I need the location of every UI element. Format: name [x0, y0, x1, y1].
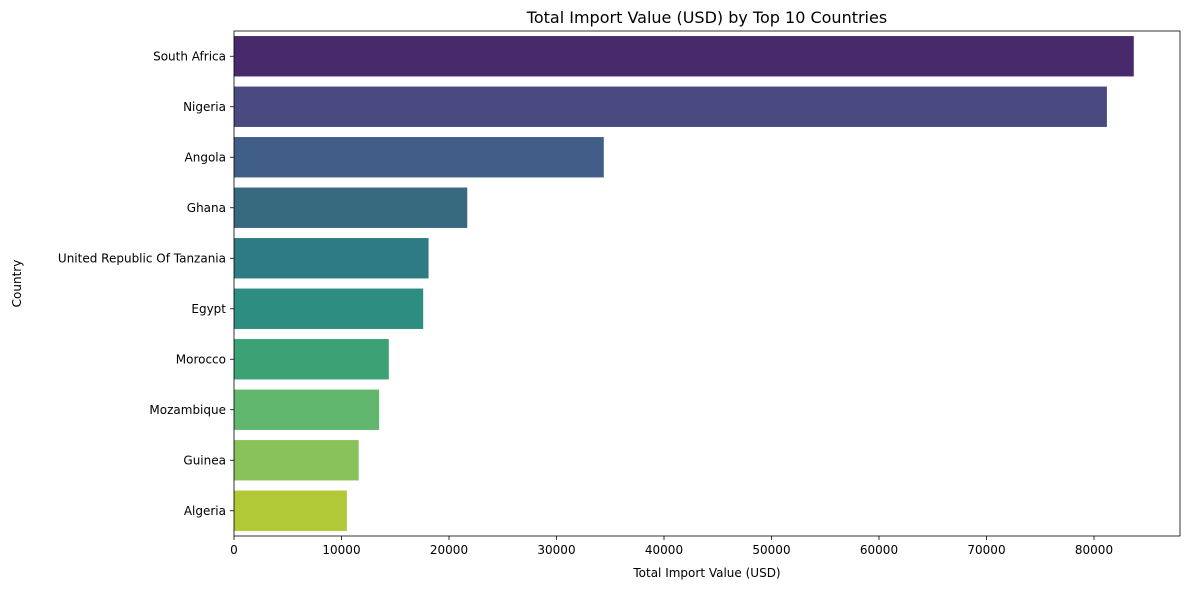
- x-tick-label: 20000: [430, 543, 468, 557]
- y-axis-ticks: South Africa Nigeria Angola Ghana United Rep…: [58, 49, 234, 518]
- bar-ghana: [234, 187, 468, 228]
- bar-south-africa: [234, 36, 1134, 77]
- x-tick-label: 40000: [645, 543, 683, 557]
- y-tick-label: Ghana: [187, 201, 226, 215]
- y-tick-label: United Republic Of Tanzania: [58, 251, 226, 265]
- bars-group: [234, 36, 1134, 531]
- plot-frame: [233, 30, 1181, 537]
- x-axis-label: Total Import Value (USD): [632, 566, 780, 580]
- bar-morocco: [234, 339, 389, 380]
- y-tick-label: Mozambique: [149, 403, 226, 417]
- bar-united-republic-of-tanzania: [234, 238, 429, 279]
- x-axis-ticks: 0 10000 20000 30000 40000 50000 60000 70000 8000…: [230, 536, 1113, 557]
- y-tick-label: Angola: [185, 150, 226, 164]
- bar-guinea: [234, 440, 359, 481]
- x-tick-label: 50000: [752, 543, 790, 557]
- chart-title: Total Import Value (USD) by Top 10 Count…: [526, 8, 887, 27]
- y-tick-label: Guinea: [183, 453, 226, 467]
- bar-angola: [234, 137, 604, 178]
- y-tick-label: South Africa: [153, 49, 226, 63]
- x-tick-label: 60000: [860, 543, 898, 557]
- x-tick-label: 30000: [537, 543, 575, 557]
- x-tick-label: 70000: [967, 543, 1005, 557]
- y-tick-label: Nigeria: [183, 100, 226, 114]
- y-tick-label: Egypt: [191, 302, 226, 316]
- y-axis-label: Country: [10, 260, 24, 308]
- bar-mozambique: [234, 389, 380, 430]
- x-tick-label: 80000: [1075, 543, 1113, 557]
- y-tick-label: Morocco: [176, 352, 226, 366]
- x-tick-label: 10000: [322, 543, 360, 557]
- bar-egypt: [234, 288, 424, 329]
- x-tick-label: 0: [230, 543, 238, 557]
- y-tick-label: Algeria: [184, 504, 226, 518]
- bar-algeria: [234, 490, 347, 531]
- bar-nigeria: [234, 86, 1107, 127]
